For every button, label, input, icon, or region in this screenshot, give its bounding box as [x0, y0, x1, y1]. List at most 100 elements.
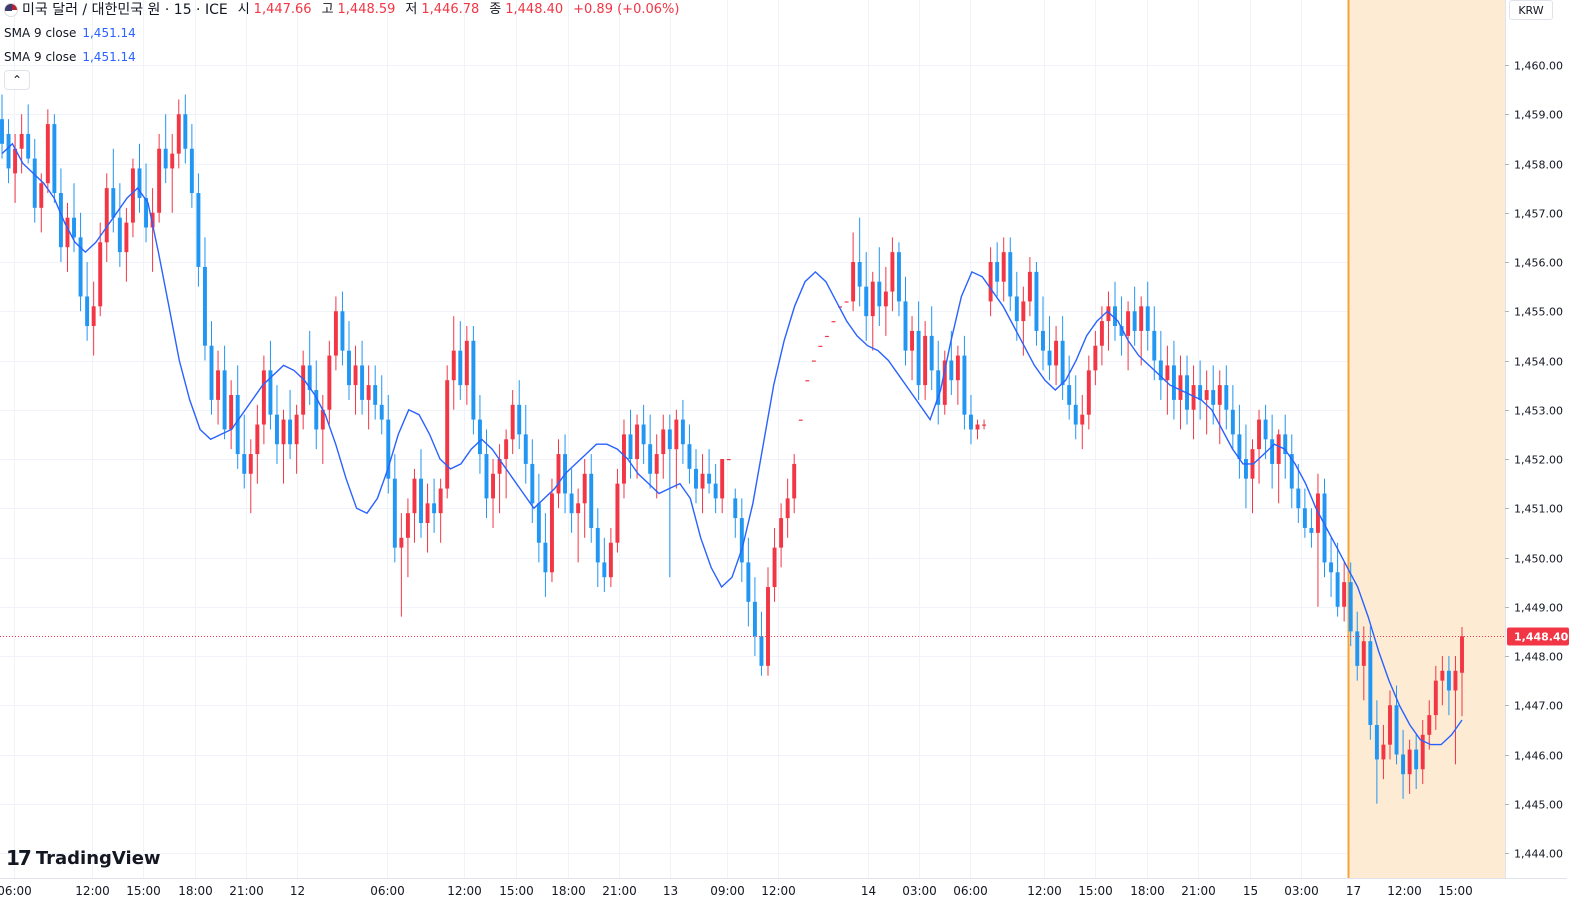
candle	[301, 350, 306, 430]
candle-body	[1381, 744, 1386, 760]
candle	[667, 414, 672, 578]
candle-body	[497, 459, 502, 474]
candle-body	[857, 262, 862, 287]
candle-body	[1289, 454, 1294, 489]
candle-body	[1401, 754, 1406, 775]
candle-body	[1217, 385, 1222, 405]
candle	[261, 355, 266, 445]
candle-body	[1106, 306, 1111, 322]
candle	[248, 439, 253, 514]
candle	[85, 262, 90, 341]
candle-body	[582, 473, 587, 504]
candle-body	[1446, 670, 1451, 691]
candle-body	[1047, 350, 1052, 366]
candle	[1296, 463, 1301, 524]
y-tick-label: 1,447.00	[1514, 700, 1563, 713]
candle	[818, 345, 823, 347]
candle	[1446, 656, 1451, 716]
candle-body	[1302, 508, 1307, 528]
candle	[766, 567, 770, 676]
candle-body	[1041, 330, 1045, 351]
candle	[150, 188, 155, 272]
indicator-row[interactable]: SMA 9 close 1,451.14	[4, 47, 136, 67]
candle	[903, 276, 908, 366]
candle-body	[1296, 488, 1301, 509]
candle-body	[1374, 724, 1379, 760]
candle-body	[458, 350, 463, 386]
candle	[504, 429, 509, 499]
indicator-row[interactable]: SMA 9 close 1,451.14	[4, 23, 136, 43]
candle	[98, 222, 103, 317]
sma-9-line	[1, 142, 1463, 746]
candle	[811, 360, 816, 362]
candle	[1440, 656, 1445, 706]
x-tick-label: 15:00	[1438, 884, 1473, 898]
candle-body	[1361, 641, 1366, 666]
candle	[170, 133, 175, 213]
candle-body	[903, 301, 908, 351]
candle-body	[222, 370, 227, 430]
candle	[1001, 237, 1006, 302]
candle-body	[805, 380, 810, 382]
candle-body	[772, 547, 777, 588]
x-tick-label: 12:00	[1027, 884, 1062, 898]
candle-body	[510, 404, 515, 440]
x-tick-label: 12:00	[1387, 884, 1422, 898]
candle-body	[242, 454, 247, 474]
candle-body	[1230, 409, 1235, 435]
y-tick-label: 1,448.00	[1514, 651, 1563, 664]
candle	[608, 527, 613, 588]
candle-body	[536, 503, 541, 543]
candle	[1414, 734, 1419, 789]
candle	[622, 419, 626, 499]
candle-body	[1178, 375, 1183, 400]
collapse-legend-button[interactable]: ⌃	[4, 70, 30, 90]
candle-body	[759, 636, 764, 666]
candle-body	[130, 168, 135, 223]
candle	[222, 345, 227, 440]
candle	[65, 202, 70, 272]
candle-body	[1132, 311, 1137, 331]
candle-body	[98, 242, 103, 307]
x-tick-label: 06:00	[370, 884, 405, 898]
candle	[576, 488, 581, 563]
candle	[694, 449, 698, 504]
price-axis-bg	[1505, 0, 1567, 921]
candle-body	[798, 419, 803, 421]
candle-body	[851, 262, 856, 302]
candle-body	[255, 424, 260, 455]
candle-body	[52, 124, 57, 194]
candle-body	[1355, 631, 1360, 666]
candle-body	[667, 429, 672, 450]
candle-body	[628, 434, 633, 459]
candle	[1080, 394, 1085, 450]
symbol-title[interactable]: 미국 달러 / 대한민국 원 · 15 · ICE	[22, 2, 228, 18]
candle	[536, 473, 541, 563]
chevron-up-icon: ⌃	[11, 73, 23, 87]
candle-body	[91, 306, 96, 327]
candle	[910, 316, 915, 381]
candle-body	[982, 424, 987, 426]
candle-body	[412, 478, 417, 514]
candle	[202, 237, 207, 361]
candle	[189, 124, 194, 208]
candle	[1250, 439, 1255, 514]
candle	[6, 119, 11, 184]
candle-body	[275, 414, 279, 445]
candle	[1047, 316, 1052, 381]
candle	[648, 414, 653, 489]
candle-body	[235, 394, 240, 455]
candle-body	[392, 478, 397, 548]
candle-body	[353, 365, 358, 386]
symbol-row[interactable]: 미국 달러 / 대한민국 원 · 15 · ICE 시 1,447.66 고 1,4…	[4, 0, 679, 20]
candle	[26, 104, 31, 164]
candle	[602, 537, 607, 592]
candle-body	[405, 513, 410, 538]
candle	[1014, 271, 1019, 341]
x-tick-label: 12:00	[447, 884, 482, 898]
currency-label[interactable]: KRW	[1509, 0, 1553, 20]
candle-body	[451, 350, 456, 381]
candle	[615, 468, 620, 553]
tradingview-logo[interactable]: 17 TradingView	[6, 846, 161, 870]
